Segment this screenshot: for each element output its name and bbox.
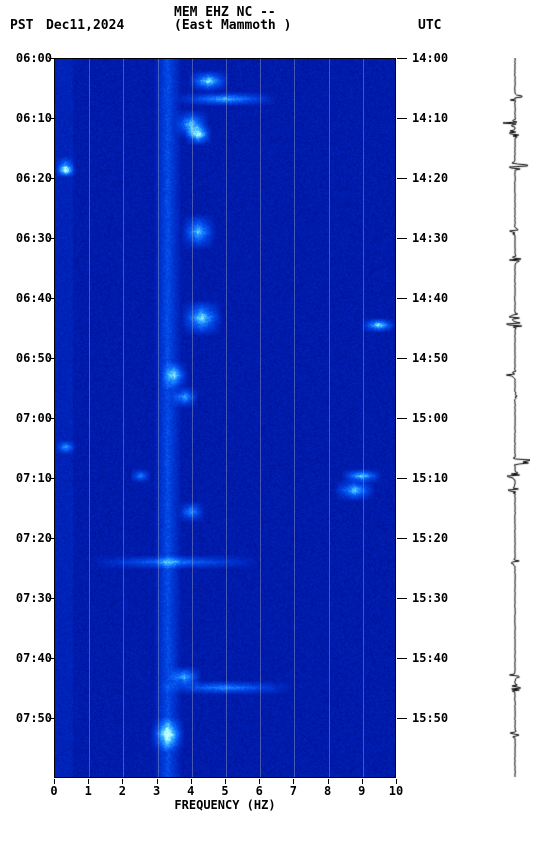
ytick-right-label: 15:00 [412, 411, 448, 425]
waveform-canvas [500, 58, 530, 778]
ytick-left-label: 07:00 [16, 411, 52, 425]
xtick-label: 7 [290, 784, 297, 798]
ytick-left-label: 07:30 [16, 591, 52, 605]
spectrogram-canvas [55, 59, 395, 777]
xtick-label: 10 [389, 784, 403, 798]
ytick-left-label: 06:20 [16, 171, 52, 185]
ytick-right-label: 14:10 [412, 111, 448, 125]
ytick-left-label: 06:50 [16, 351, 52, 365]
xtick-label: 3 [153, 784, 160, 798]
ytick-left-label: 06:40 [16, 291, 52, 305]
date-label: Dec11,2024 [46, 18, 124, 33]
spectrogram-plot [54, 58, 396, 778]
ytick-right-label: 15:20 [412, 531, 448, 545]
ytick-left-label: 07:50 [16, 711, 52, 725]
ytick-right-label: 14:50 [412, 351, 448, 365]
ytick-left-label: 06:10 [16, 111, 52, 125]
xtick-label: 6 [256, 784, 263, 798]
ytick-right-label: 14:40 [412, 291, 448, 305]
root: PST Dec11,2024 MEM EHZ NC -- (East Mammo… [0, 0, 552, 864]
ytick-right-label: 14:20 [412, 171, 448, 185]
station-title-line2: (East Mammoth ) [174, 18, 291, 33]
ytick-left-label: 07:10 [16, 471, 52, 485]
ytick-left-label: 07:20 [16, 531, 52, 545]
xtick-label: 2 [119, 784, 126, 798]
ytick-right-label: 15:10 [412, 471, 448, 485]
ytick-right-label: 15:40 [412, 651, 448, 665]
ytick-left-label: 06:30 [16, 231, 52, 245]
timezone-left-label: PST [10, 18, 33, 33]
ytick-left-label: 06:00 [16, 51, 52, 65]
xtick-label: 1 [85, 784, 92, 798]
ytick-right-label: 14:00 [412, 51, 448, 65]
xtick-label: 8 [324, 784, 331, 798]
x-axis-label: FREQUENCY (HZ) [54, 798, 396, 812]
ytick-left-label: 07:40 [16, 651, 52, 665]
xtick-label: 9 [358, 784, 365, 798]
xtick-label: 0 [50, 784, 57, 798]
ytick-right-label: 14:30 [412, 231, 448, 245]
timezone-right-label: UTC [418, 18, 441, 33]
waveform-panel [500, 58, 530, 778]
xtick-label: 5 [221, 784, 228, 798]
ytick-right-label: 15:30 [412, 591, 448, 605]
ytick-right-label: 15:50 [412, 711, 448, 725]
header: PST Dec11,2024 MEM EHZ NC -- (East Mammo… [0, 0, 552, 38]
xtick-label: 4 [187, 784, 194, 798]
